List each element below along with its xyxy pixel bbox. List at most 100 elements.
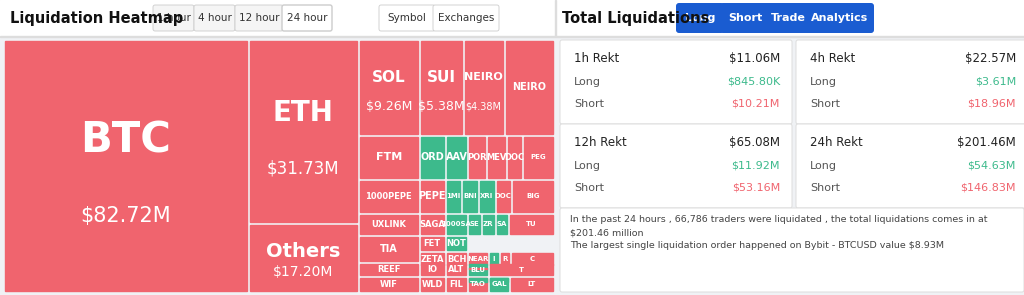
Text: Analytics: Analytics xyxy=(811,13,868,23)
FancyBboxPatch shape xyxy=(433,5,499,31)
Text: Long: Long xyxy=(685,13,715,23)
Text: NEIRO: NEIRO xyxy=(464,73,503,83)
Bar xyxy=(501,253,509,265)
Bar xyxy=(489,278,508,282)
FancyBboxPatch shape xyxy=(806,3,874,33)
Text: T: T xyxy=(519,267,523,273)
Bar xyxy=(421,181,444,212)
Text: $845.80K: $845.80K xyxy=(727,77,780,87)
Bar xyxy=(359,137,418,178)
Bar xyxy=(465,40,503,134)
Text: Exchanges: Exchanges xyxy=(438,13,495,23)
Text: AAV: AAV xyxy=(445,152,467,162)
Text: BCH: BCH xyxy=(446,255,466,264)
Text: MEV: MEV xyxy=(486,153,507,162)
Text: $11.06M: $11.06M xyxy=(729,52,780,65)
Text: $9.26M: $9.26M xyxy=(366,100,412,113)
Text: SOL: SOL xyxy=(372,70,406,85)
Bar xyxy=(250,40,357,222)
Bar xyxy=(464,181,477,212)
Text: TAO: TAO xyxy=(470,281,486,287)
Text: Liquidation Heatmap: Liquidation Heatmap xyxy=(10,11,183,25)
Text: Symbol: Symbol xyxy=(387,13,426,23)
Text: Short: Short xyxy=(574,183,604,193)
Bar xyxy=(421,237,444,250)
Text: I: I xyxy=(493,256,496,262)
Text: Total Liquidations: Total Liquidations xyxy=(562,11,710,25)
Text: FIL: FIL xyxy=(450,280,464,289)
Bar xyxy=(421,40,462,134)
FancyBboxPatch shape xyxy=(763,3,813,33)
FancyBboxPatch shape xyxy=(796,124,1024,208)
Bar xyxy=(421,215,444,234)
Bar xyxy=(511,278,553,291)
Text: Long: Long xyxy=(574,161,601,171)
Text: $18.96M: $18.96M xyxy=(968,99,1016,109)
Bar xyxy=(513,181,553,212)
Text: $146.83M: $146.83M xyxy=(961,183,1016,193)
Text: Long: Long xyxy=(574,77,601,87)
Text: 1000SA: 1000SA xyxy=(441,221,471,227)
Text: POR: POR xyxy=(467,153,487,162)
Text: 1000PEPE: 1000PEPE xyxy=(366,192,412,201)
Text: In the past 24 hours , 66,786 traders were liquidated , the total liquidations c: In the past 24 hours , 66,786 traders we… xyxy=(570,216,987,224)
Bar xyxy=(524,137,553,178)
FancyBboxPatch shape xyxy=(796,40,1024,124)
Bar xyxy=(446,264,466,275)
Text: Short: Short xyxy=(574,99,604,109)
Text: WLD: WLD xyxy=(422,280,443,289)
Bar xyxy=(446,278,466,291)
Text: 1MI: 1MI xyxy=(446,194,461,199)
Text: SA: SA xyxy=(497,221,507,227)
Bar xyxy=(421,278,444,291)
Text: $10.21M: $10.21M xyxy=(731,99,780,109)
Bar xyxy=(506,40,553,134)
Bar xyxy=(510,215,553,234)
Bar xyxy=(497,215,507,234)
Text: 4h Rekt: 4h Rekt xyxy=(810,52,855,65)
Text: C: C xyxy=(529,256,535,262)
Bar xyxy=(488,137,505,178)
Text: DOC: DOC xyxy=(495,194,512,199)
Bar xyxy=(421,264,444,275)
Text: Short: Short xyxy=(728,13,762,23)
Text: REEF: REEF xyxy=(377,266,400,274)
Text: 24h Rekt: 24h Rekt xyxy=(810,135,863,148)
Bar xyxy=(469,215,480,234)
Bar xyxy=(359,278,418,291)
Text: ALT: ALT xyxy=(449,266,465,274)
Bar xyxy=(469,253,487,265)
Text: UXLINK: UXLINK xyxy=(372,220,407,229)
Bar xyxy=(489,253,498,265)
Text: Short: Short xyxy=(810,183,840,193)
Text: TIA: TIA xyxy=(380,244,397,254)
Bar xyxy=(469,264,487,275)
Bar xyxy=(359,181,418,212)
Bar xyxy=(446,215,466,234)
Bar xyxy=(469,278,487,282)
Bar xyxy=(489,278,508,291)
Text: Trade: Trade xyxy=(771,13,806,23)
Text: 1 hour: 1 hour xyxy=(157,13,190,23)
Text: $31.73M: $31.73M xyxy=(267,159,340,177)
Text: $11.92M: $11.92M xyxy=(731,161,780,171)
Text: $201.46 million: $201.46 million xyxy=(570,229,643,237)
Text: IO: IO xyxy=(427,266,437,274)
Text: ZETA: ZETA xyxy=(421,255,444,264)
Text: LT: LT xyxy=(527,281,536,287)
Text: FET: FET xyxy=(424,239,440,248)
Bar xyxy=(0,0,1024,36)
Text: 12 hour: 12 hour xyxy=(239,13,280,23)
FancyBboxPatch shape xyxy=(720,3,770,33)
Bar xyxy=(482,215,494,234)
FancyBboxPatch shape xyxy=(194,5,234,31)
Bar xyxy=(489,264,553,275)
Text: $4.38M: $4.38M xyxy=(466,101,502,111)
Text: Long: Long xyxy=(810,161,837,171)
Text: $5.38M: $5.38M xyxy=(418,100,464,113)
Bar xyxy=(446,253,466,265)
Text: NEAR: NEAR xyxy=(467,256,488,262)
FancyBboxPatch shape xyxy=(234,5,283,31)
Bar xyxy=(446,237,466,250)
Text: GAL: GAL xyxy=(492,281,507,287)
